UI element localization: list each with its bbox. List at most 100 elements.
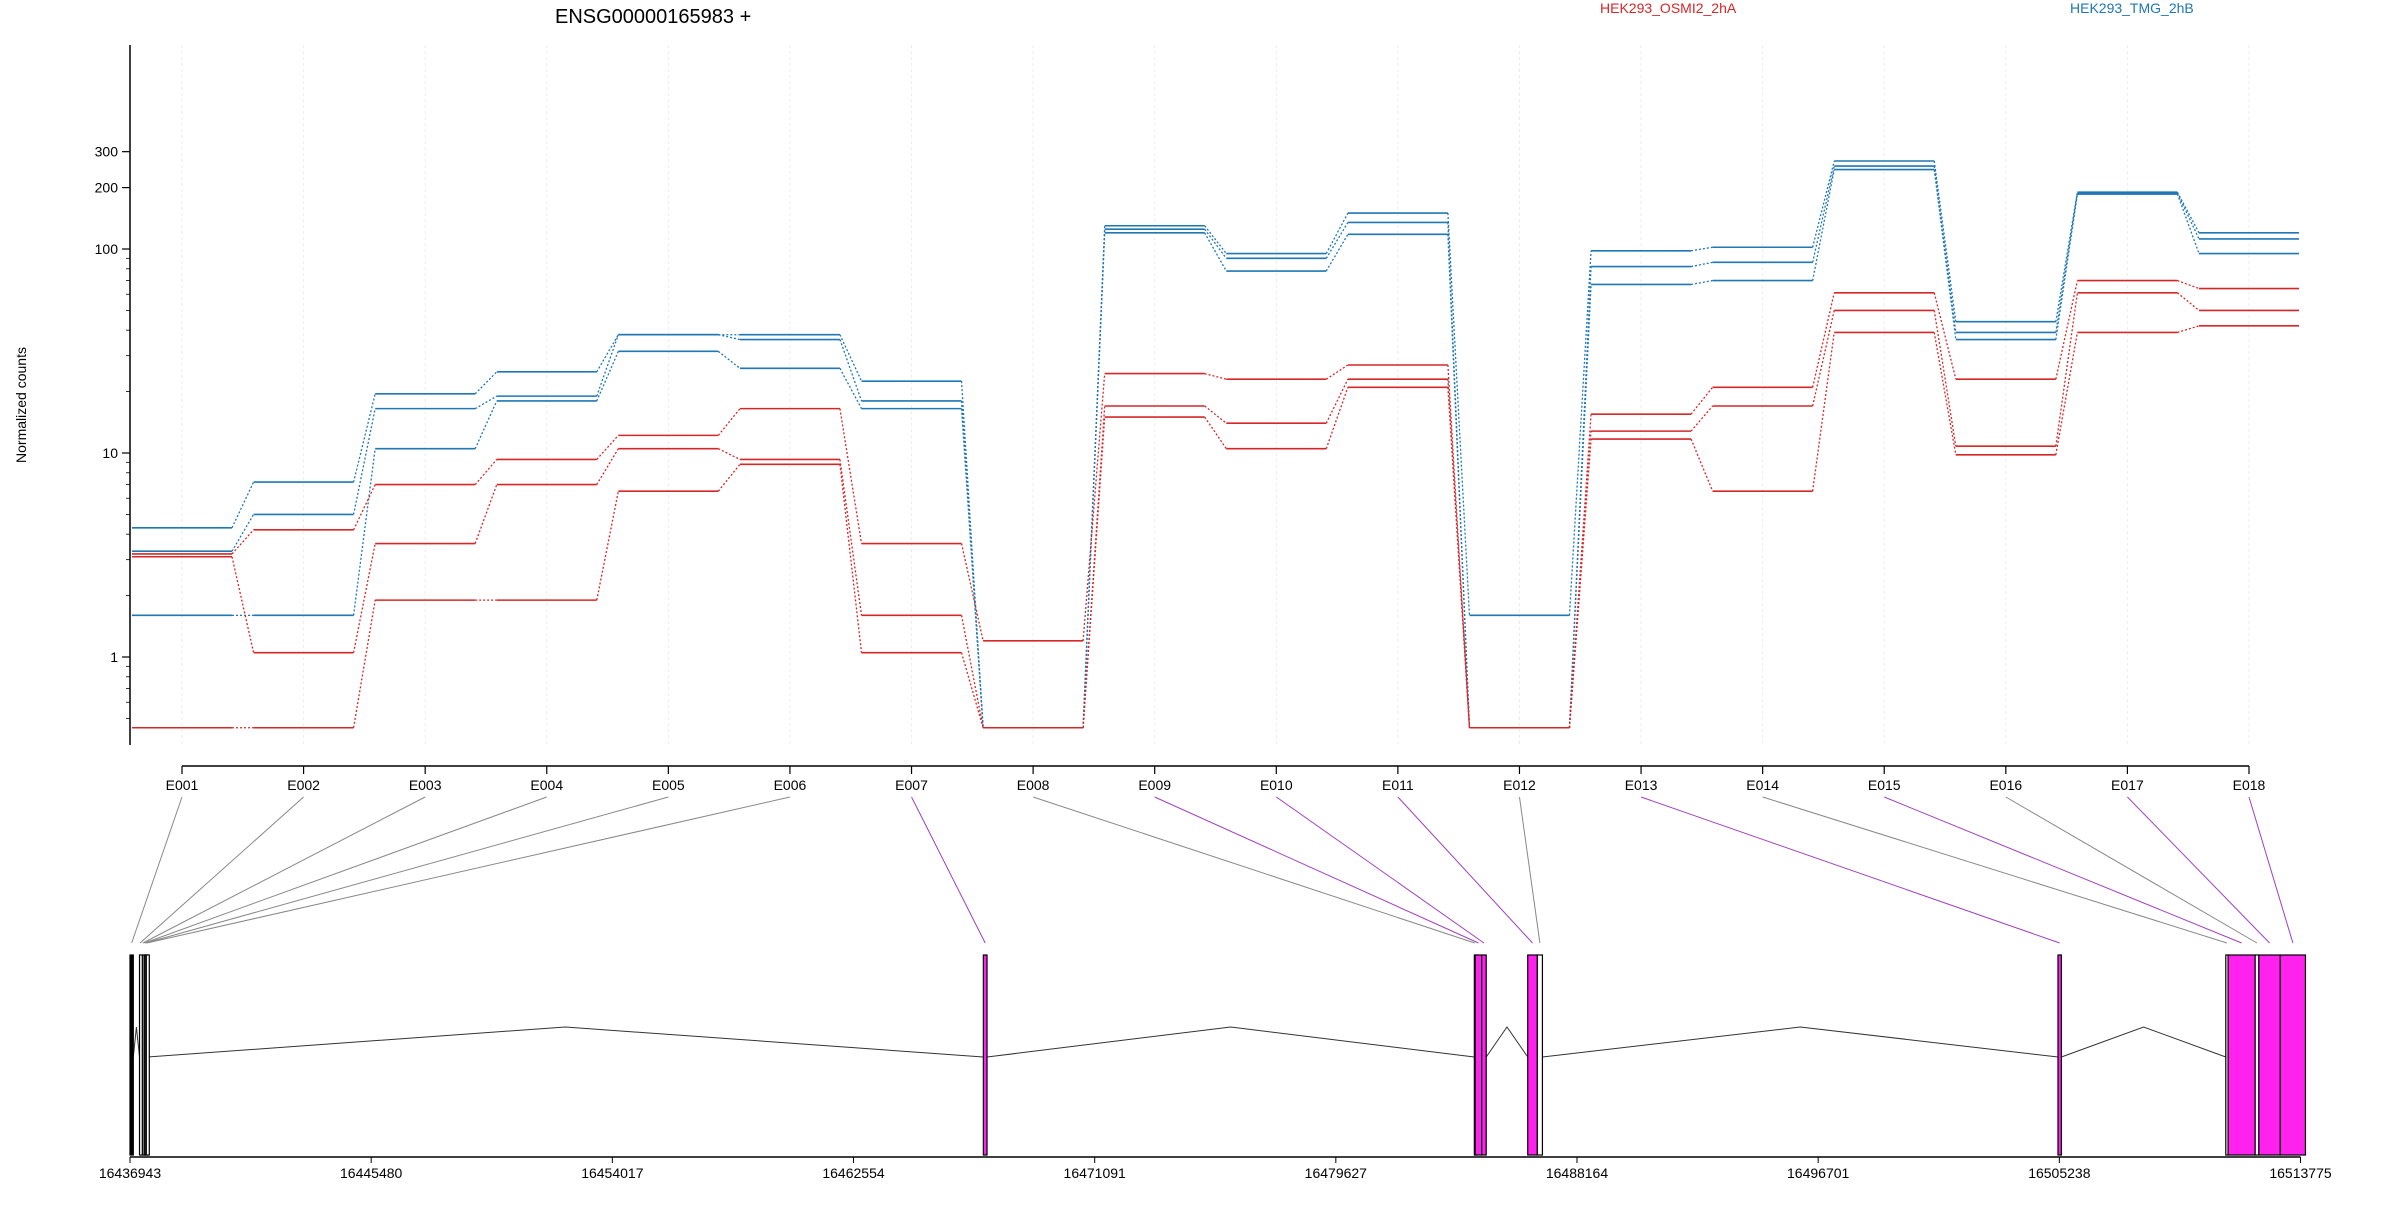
series-connector — [1812, 332, 1835, 492]
exon-connector — [1154, 796, 1479, 944]
series-connector — [1204, 416, 1227, 450]
series-connector — [2055, 292, 2079, 447]
genomic-tick-label: 16436943 — [99, 1165, 162, 1181]
series-connector — [1812, 310, 1835, 407]
exon-box — [145, 954, 150, 1156]
exon-box — [1527, 954, 1538, 1156]
series-connector — [1082, 225, 1106, 728]
series-connector — [1447, 387, 1471, 728]
series-connector — [1325, 387, 1349, 449]
genomic-tick-label: 16488164 — [1546, 1165, 1609, 1181]
x-tick-label: E001 — [166, 777, 199, 793]
series-connector — [596, 434, 619, 460]
genomic-tick-label: 16454017 — [581, 1165, 644, 1181]
series-connector — [231, 514, 255, 552]
series-connector — [231, 481, 255, 529]
x-tick-label: E010 — [1260, 777, 1293, 793]
x-axis: E001 E002 E003 E004 E005 E006 E007 E008 E009 E010… — [166, 765, 2266, 793]
series-connector — [353, 484, 376, 531]
y-tick-label: 100 — [95, 241, 119, 257]
series-connector — [2177, 292, 2200, 311]
exon-connector — [1032, 796, 1475, 944]
series-connector — [1325, 234, 1349, 272]
series-connector — [718, 448, 741, 461]
series-connector — [1325, 378, 1349, 424]
series-connector — [1933, 310, 1957, 447]
x-tick-label: E017 — [2111, 777, 2144, 793]
series-connector — [1568, 250, 1592, 616]
series-connector — [1447, 213, 1471, 616]
series-connector — [1690, 279, 1713, 286]
genomic-axis: 16436943 16445480 16454017 16462554 16471091… — [99, 1156, 2332, 1181]
intron-line — [132, 1026, 141, 1058]
exon-connector — [1884, 796, 2242, 944]
series-connector — [1690, 386, 1714, 415]
series-connector — [1082, 373, 1106, 641]
series-connector — [1568, 439, 1592, 728]
series-connector — [1325, 364, 1349, 380]
series-connector — [717, 463, 741, 492]
exon-connector — [145, 796, 669, 944]
series-connector — [1933, 332, 1957, 455]
intron-line — [2061, 1026, 2226, 1058]
exon-box — [1481, 954, 1487, 1156]
exon-box — [982, 954, 988, 1156]
grid — [181, 45, 2250, 745]
series-connector — [1812, 169, 1835, 281]
exon-connector — [911, 796, 986, 944]
series-lines — [132, 160, 2299, 729]
genomic-tick-label: 16479627 — [1305, 1165, 1368, 1181]
series-connector — [596, 334, 619, 373]
series-connector — [596, 334, 619, 397]
exon-connector — [139, 796, 304, 944]
x-tick-label: E004 — [530, 777, 563, 793]
exon-connector — [142, 796, 426, 944]
x-tick-label: E015 — [1868, 777, 1901, 793]
series-connector — [1568, 284, 1592, 728]
series-connector — [596, 351, 619, 402]
series-connector — [960, 652, 984, 728]
series-connector — [2176, 192, 2200, 240]
x-tick-label: E008 — [1017, 777, 1050, 793]
genomic-tick-label: 16462554 — [822, 1165, 885, 1181]
series-connector — [839, 464, 863, 653]
x-tick-label: E013 — [1625, 777, 1658, 793]
series-connector — [352, 448, 376, 616]
y-tick-label: 200 — [95, 180, 119, 196]
x-tick-label: E014 — [1746, 777, 1779, 793]
series-connector — [1204, 232, 1227, 272]
x-tick-label: E011 — [1382, 777, 1414, 793]
series-connector — [718, 334, 741, 341]
x-tick-label: E018 — [2233, 777, 2266, 793]
chart-title: ENSG00000165983 + — [555, 6, 751, 28]
series-connector — [2177, 325, 2200, 334]
genomic-tick-label: 16496701 — [1787, 1165, 1850, 1181]
series-connector — [231, 556, 255, 653]
series-connector — [2176, 193, 2200, 254]
exon-connector — [1518, 796, 1541, 944]
y-axis: 1 10 100 200 300 — [95, 45, 131, 745]
series-connector — [717, 408, 741, 436]
exon-connector — [144, 796, 547, 944]
exon-box — [2057, 954, 2062, 1156]
exon-box — [2258, 954, 2281, 1156]
series-connector — [839, 408, 863, 544]
exon-connector — [1640, 796, 2060, 944]
series-connector — [1082, 232, 1106, 728]
genomic-tick-label: 16513775 — [2269, 1165, 2332, 1181]
x-tick-label: E005 — [652, 777, 685, 793]
series-connector — [839, 334, 863, 382]
exon-box — [1474, 954, 1483, 1156]
series-connector — [474, 400, 498, 449]
series-connector — [352, 543, 376, 653]
exon-connector — [1276, 796, 1485, 944]
y-tick-label: 1 — [110, 649, 118, 665]
exon-connector — [1762, 796, 2228, 944]
exon-connector — [2005, 796, 2258, 944]
series-connector — [1690, 405, 1714, 432]
series-connector — [1812, 160, 1835, 248]
series-connector — [1933, 160, 1957, 322]
series-connector — [1812, 292, 1835, 388]
